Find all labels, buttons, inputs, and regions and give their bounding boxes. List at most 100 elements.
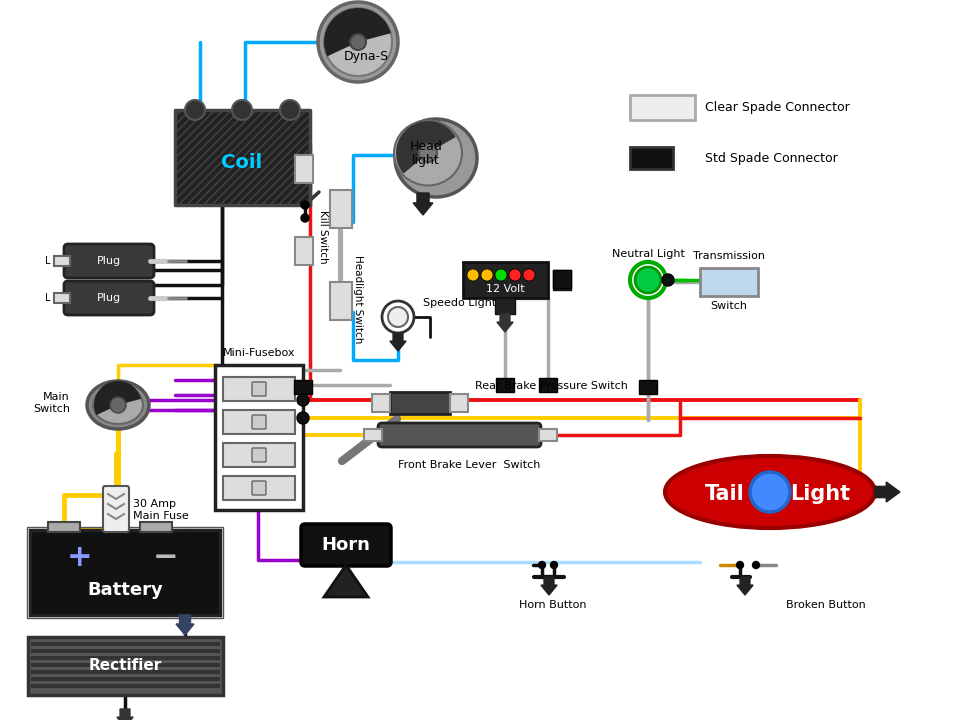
Circle shape (388, 307, 408, 327)
Bar (31, 649, 220, 653)
Bar (390, 392, 450, 414)
Circle shape (753, 562, 759, 569)
Text: Horn Button: Horn Button (519, 600, 587, 610)
Bar (295, 155, 313, 183)
Text: Main Fuse: Main Fuse (133, 511, 189, 521)
Text: Dyna-S: Dyna-S (344, 50, 389, 63)
FancyArrow shape (176, 615, 194, 635)
Circle shape (419, 144, 437, 162)
Text: Battery: Battery (87, 581, 163, 599)
Text: Tail: Tail (706, 484, 745, 504)
Circle shape (301, 214, 309, 222)
Bar (295, 237, 313, 265)
Text: L: L (44, 293, 50, 303)
FancyBboxPatch shape (378, 423, 541, 447)
Text: Light: Light (790, 484, 850, 504)
Wedge shape (396, 121, 456, 174)
Ellipse shape (665, 456, 875, 528)
Circle shape (350, 34, 366, 50)
Text: Plug: Plug (97, 293, 121, 303)
Circle shape (324, 8, 392, 76)
Circle shape (318, 2, 398, 82)
Text: Main: Main (43, 392, 70, 402)
Text: Switch: Switch (33, 404, 70, 414)
FancyBboxPatch shape (252, 448, 266, 462)
Bar (54, 293, 70, 303)
FancyArrow shape (540, 577, 557, 595)
Bar (700, 268, 758, 296)
Bar (223, 443, 295, 467)
Ellipse shape (93, 386, 143, 424)
Text: Speedo Light: Speedo Light (423, 298, 496, 308)
Wedge shape (94, 381, 141, 415)
FancyBboxPatch shape (252, 481, 266, 495)
Bar (48, 522, 80, 532)
Text: Kill Switch: Kill Switch (318, 210, 328, 264)
Bar (630, 95, 695, 120)
Bar (223, 410, 295, 434)
Bar (553, 270, 571, 290)
Bar (30, 530, 220, 615)
Text: Headlight Switch: Headlight Switch (353, 255, 363, 343)
Bar (54, 256, 70, 266)
Bar (496, 378, 514, 392)
Bar (175, 110, 310, 205)
Text: Std Spade Connector: Std Spade Connector (705, 151, 838, 164)
Bar (31, 656, 220, 660)
Bar (215, 365, 303, 510)
Text: Transmission: Transmission (693, 251, 765, 261)
Text: Rear Brake Pressure Switch: Rear Brake Pressure Switch (475, 381, 628, 391)
Circle shape (280, 100, 300, 120)
Circle shape (523, 269, 535, 281)
Text: Clear Spade Connector: Clear Spade Connector (705, 101, 850, 114)
Circle shape (232, 100, 252, 120)
Circle shape (110, 397, 126, 413)
FancyArrow shape (390, 333, 406, 351)
Circle shape (736, 562, 743, 569)
Bar (364, 429, 382, 441)
Bar (372, 394, 390, 412)
Circle shape (750, 472, 790, 512)
Text: Rectifier: Rectifier (88, 659, 161, 673)
Circle shape (301, 201, 309, 209)
Bar (27, 527, 223, 618)
Circle shape (467, 269, 479, 281)
FancyArrow shape (737, 577, 753, 595)
Ellipse shape (87, 381, 149, 429)
Text: L: L (44, 256, 50, 266)
Text: Broken Button: Broken Button (786, 600, 866, 610)
Text: Head: Head (410, 140, 443, 153)
Bar (539, 429, 557, 441)
FancyArrow shape (875, 482, 900, 502)
Bar (31, 677, 220, 681)
Circle shape (297, 394, 309, 406)
Ellipse shape (395, 119, 477, 197)
FancyArrow shape (497, 314, 513, 332)
Bar (223, 476, 295, 500)
FancyArrow shape (413, 193, 433, 215)
Bar (539, 378, 557, 392)
Circle shape (481, 269, 493, 281)
Circle shape (635, 267, 661, 293)
Circle shape (630, 262, 666, 298)
Bar (31, 684, 220, 688)
Bar (495, 298, 515, 314)
Circle shape (539, 562, 545, 569)
Circle shape (297, 412, 309, 424)
Bar (330, 282, 352, 320)
Bar (223, 377, 295, 401)
FancyBboxPatch shape (64, 244, 154, 278)
Text: 30 Amp: 30 Amp (133, 499, 176, 509)
Bar (639, 380, 657, 394)
Bar (630, 147, 673, 169)
Wedge shape (324, 8, 391, 56)
Text: Coil: Coil (222, 153, 263, 171)
Text: Front Brake Lever  Switch: Front Brake Lever Switch (397, 460, 540, 470)
Circle shape (185, 100, 205, 120)
Text: Mini-Fusebox: Mini-Fusebox (223, 348, 296, 358)
Text: light: light (412, 153, 440, 166)
Text: −: − (153, 544, 178, 572)
Text: Horn: Horn (322, 536, 371, 554)
Bar (31, 642, 220, 646)
Text: Switch: Switch (710, 301, 748, 311)
